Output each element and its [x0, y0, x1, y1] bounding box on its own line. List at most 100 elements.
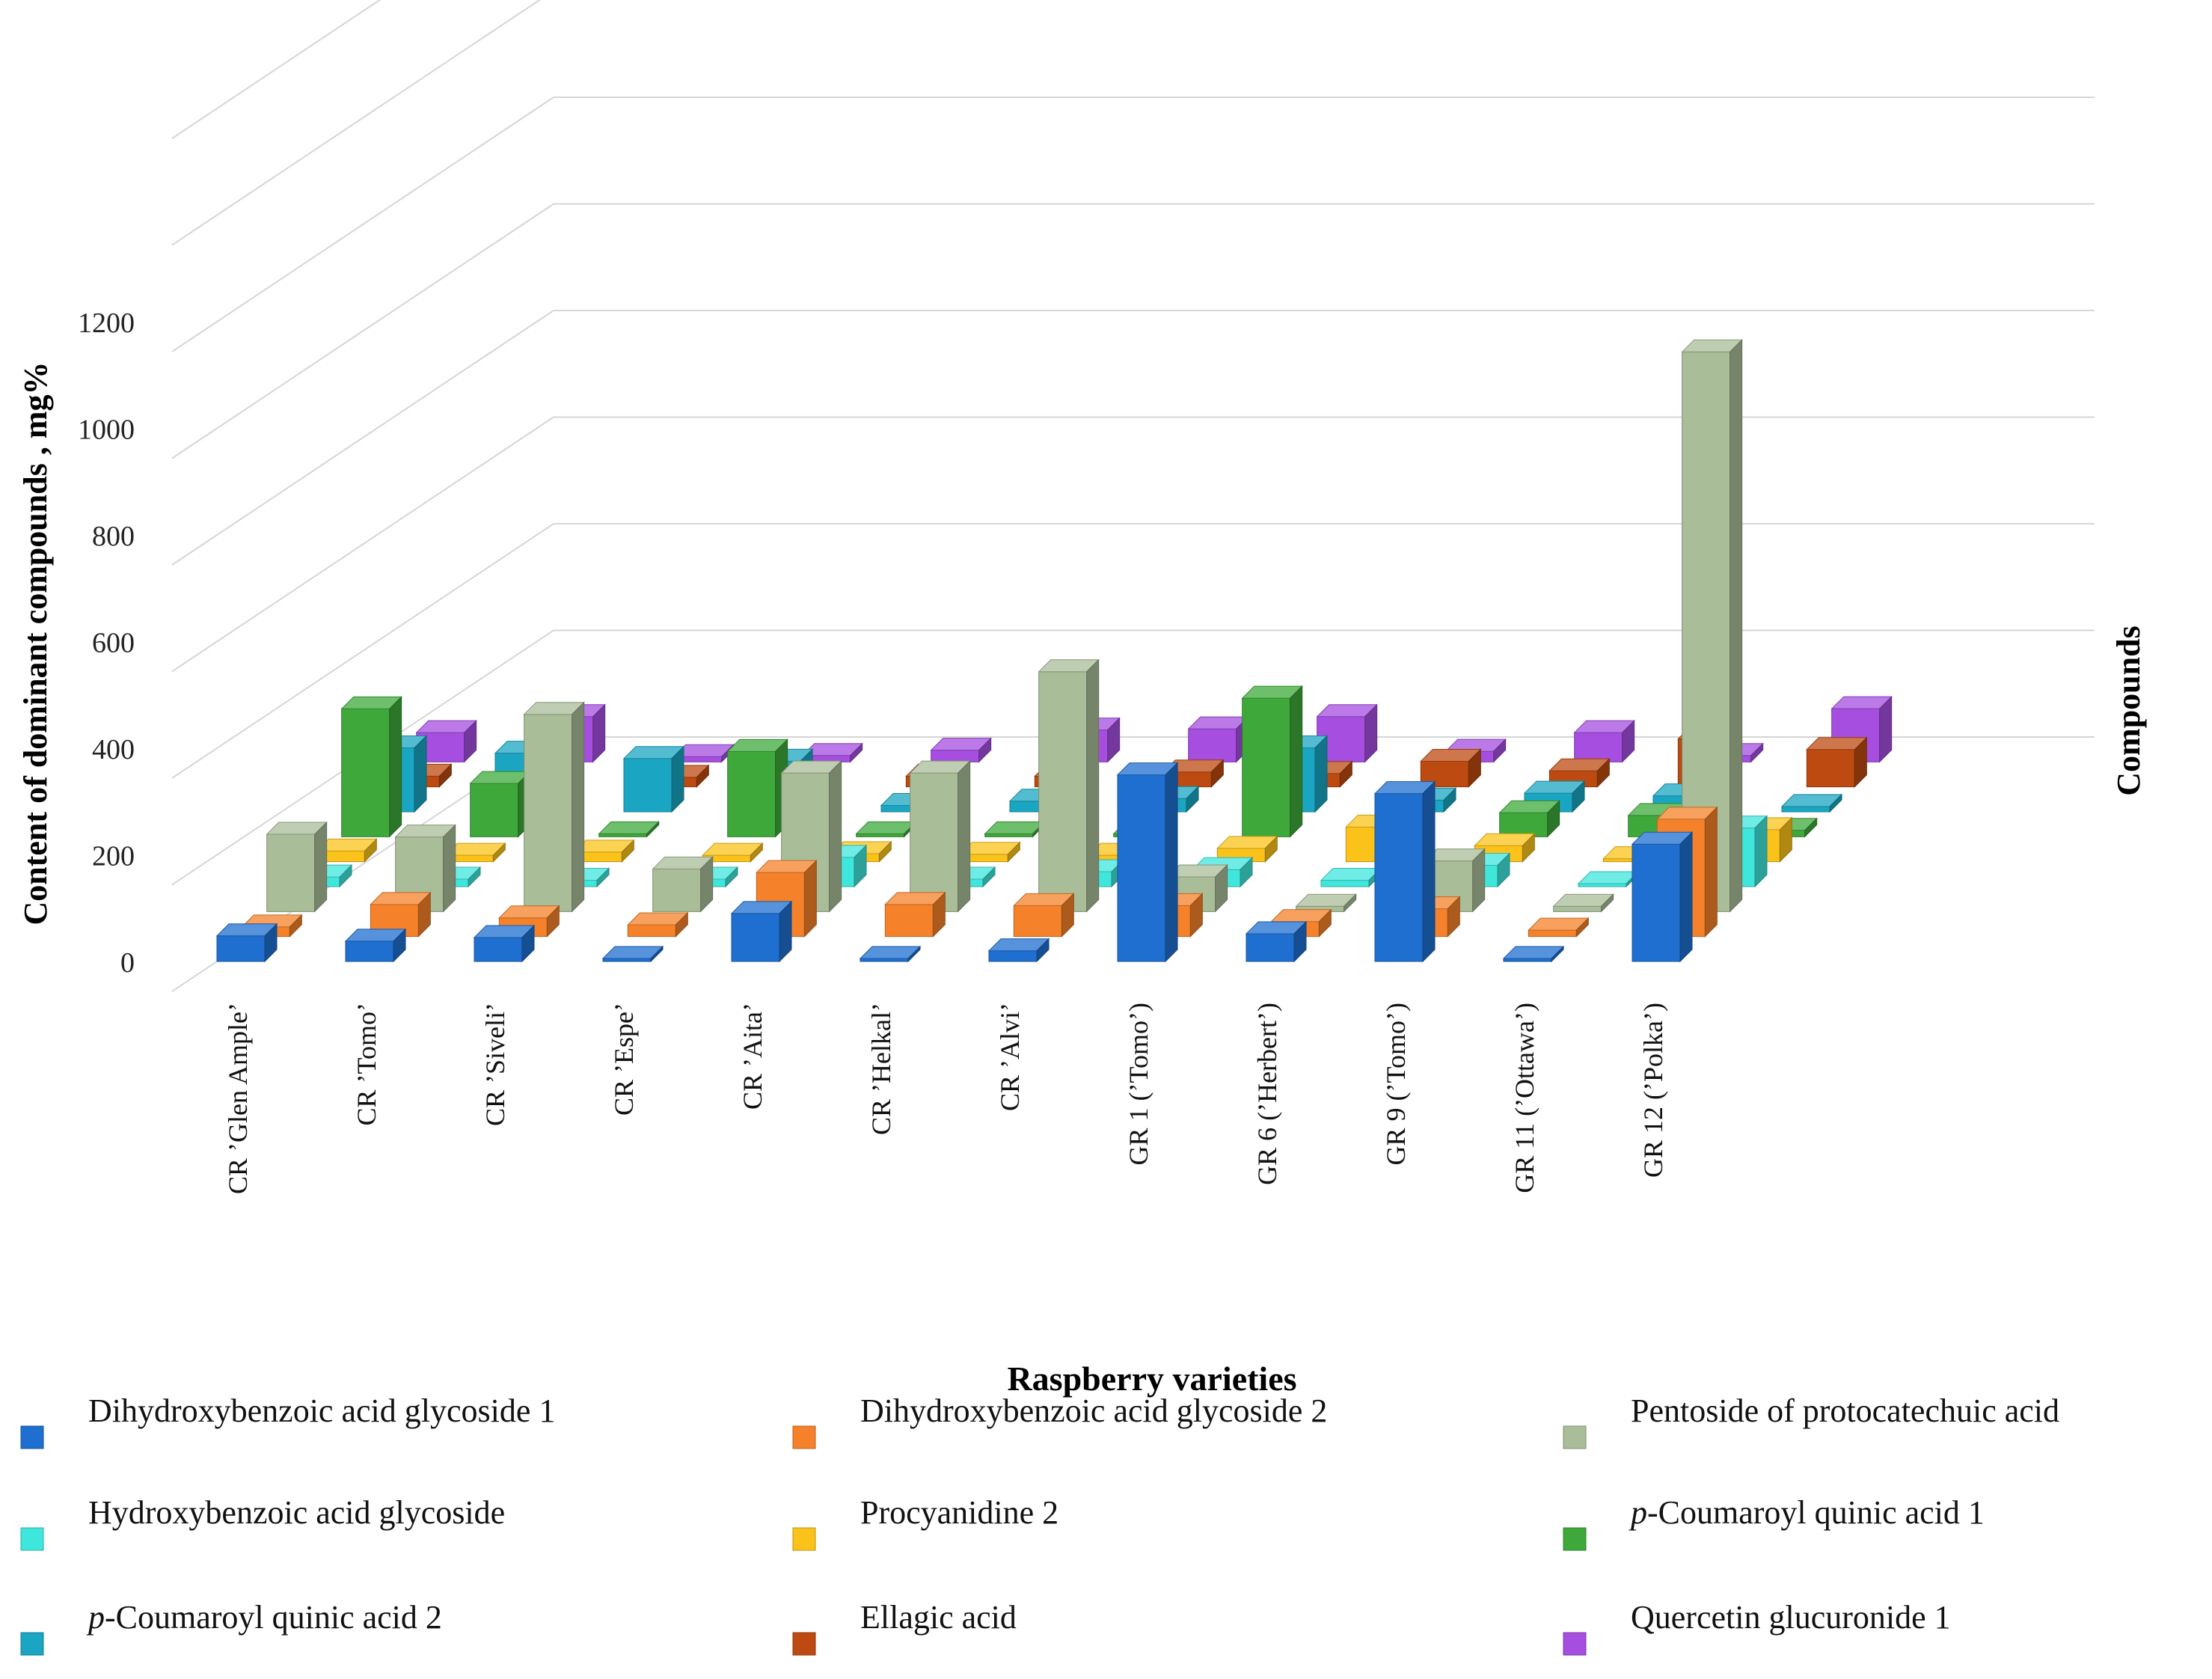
- bar: [344, 928, 407, 963]
- bar: [1116, 762, 1179, 963]
- legend-item: p-Coumaroyl quinic acid 2: [20, 1599, 442, 1656]
- bar: [702, 842, 764, 863]
- legend-label: Dihydroxybenzoic acid glycoside 2: [860, 1392, 1327, 1429]
- bar: [855, 821, 917, 838]
- z-axis-title: Compounds: [2110, 626, 2147, 795]
- bar: [730, 900, 793, 963]
- bar: [1038, 658, 1100, 913]
- bar: [884, 891, 946, 938]
- y-tick-label: 1000: [78, 415, 135, 446]
- x-axis-title: Raspberry varieties: [1007, 1360, 1296, 1398]
- bar: [316, 838, 378, 863]
- bar: [1187, 715, 1249, 763]
- bar: [1528, 917, 1590, 938]
- bar: [1631, 831, 1694, 963]
- bar: [1577, 870, 1640, 888]
- bar: [1373, 780, 1436, 963]
- legend-item: Ellagic acid: [792, 1599, 1017, 1656]
- legend-label: Hydroxybenzoic acid glycoside: [88, 1494, 505, 1531]
- x-tick-label: CR ’Aita’: [738, 1003, 768, 1110]
- bar: [469, 770, 531, 838]
- bars: [215, 339, 1893, 963]
- legend: Dihydroxybenzoic acid glycoside 1 Dihydro…: [20, 1392, 2059, 1656]
- x-tick-label: CR ’Helkal’: [866, 1003, 896, 1135]
- legend-swatch: [1563, 1632, 1587, 1656]
- y-tick-label: 0: [120, 947, 135, 979]
- legend-swatch: [1563, 1425, 1587, 1449]
- gridline-diagonal: [171, 523, 554, 779]
- legend-item: Dihydroxybenzoic acid glycoside 2: [792, 1392, 1327, 1449]
- x-tick-label: CR ’Siveli’: [480, 1003, 510, 1126]
- legend-swatch: [1563, 1527, 1587, 1551]
- x-tick-label: GR 6 (’Herbert’): [1252, 1003, 1282, 1185]
- x-tick-label: CR ’Alvi’: [995, 1003, 1025, 1111]
- x-tick-label: CR ’Espe’: [609, 1003, 639, 1116]
- gridline-diagonal: [171, 0, 542, 246]
- x-axis-ticks: CR ’Glen Ample’ CR ’Tomo’ CR ’Siveli’ CR ’E…: [223, 1003, 1668, 1194]
- bar: [652, 856, 714, 913]
- bar: [598, 821, 660, 838]
- legend-label: p-Coumaroyl quinic acid 1: [1629, 1494, 1985, 1531]
- bar: [1681, 339, 1743, 913]
- y-axis-title: Content of dominant compounds , mg%: [17, 362, 54, 926]
- gridline-diagonal: [171, 97, 554, 352]
- legend-label: Quercetin glucuronide 1: [1631, 1599, 1951, 1636]
- bar: [1780, 793, 1843, 813]
- y-tick-label: 200: [92, 841, 135, 872]
- y-tick-label: 400: [92, 734, 135, 765]
- legend-item: Procyanidine 2: [792, 1494, 1058, 1551]
- bar: [523, 701, 585, 913]
- legend-swatch: [792, 1632, 816, 1656]
- bar: [627, 911, 689, 938]
- legend-swatch: [792, 1527, 816, 1551]
- x-tick-label: CR ’Glen Ample’: [223, 1003, 253, 1194]
- bar: [930, 737, 992, 763]
- legend-item: Dihydroxybenzoic acid glycoside 1: [20, 1392, 555, 1449]
- legend-item: Pentoside of protocatechuic acid: [1563, 1392, 2059, 1449]
- x-tick-label: GR 9 (’Tomo’): [1381, 1003, 1411, 1165]
- bar: [1498, 800, 1560, 838]
- bar: [473, 924, 536, 963]
- legend-label: Dihydroxybenzoic acid glycoside 1: [88, 1392, 555, 1429]
- bar: [726, 738, 788, 838]
- x-tick-label: GR 11 (’Ottawa’): [1510, 1003, 1539, 1193]
- x-tick-label: GR 1 (’Tomo’): [1124, 1003, 1154, 1165]
- bar: [1806, 736, 1868, 788]
- bar: [215, 923, 278, 963]
- legend-label: Ellagic acid: [860, 1599, 1017, 1636]
- legend-item: Hydroxybenzoic acid glycoside: [20, 1494, 505, 1551]
- bar: [1245, 920, 1308, 963]
- legend-swatch: [792, 1425, 816, 1449]
- bar: [444, 842, 506, 863]
- bar: [601, 945, 664, 963]
- legend-label: p-Coumaroyl quinic acid 2: [86, 1599, 442, 1636]
- bar: [622, 745, 685, 813]
- gridline-diagonal: [171, 416, 554, 673]
- bar: [909, 759, 971, 913]
- y-tick-label: 1200: [78, 308, 135, 339]
- bar: [859, 945, 922, 963]
- bar: [1216, 835, 1278, 863]
- bar: [1573, 719, 1635, 763]
- legend-label: Pentoside of protocatechuic acid: [1631, 1392, 2059, 1429]
- legend-swatch: [20, 1527, 44, 1551]
- x-tick-label: CR ’Tomo’: [352, 1003, 382, 1125]
- bar: [984, 821, 1046, 838]
- bar: [959, 841, 1021, 863]
- bar: [1295, 893, 1357, 913]
- bar: [1013, 893, 1075, 938]
- legend-item: p-Coumaroyl quinic acid 1: [1563, 1494, 1985, 1551]
- gridline-diagonal: [171, 203, 554, 459]
- legend-swatch: [20, 1632, 44, 1656]
- bar: [1420, 748, 1482, 788]
- y-tick-label: 600: [92, 628, 135, 659]
- x-tick-label: GR 12 (’Polka’): [1638, 1003, 1668, 1178]
- gridline-diagonal: [171, 310, 554, 566]
- bar: [340, 696, 402, 838]
- legend-swatch: [20, 1425, 44, 1449]
- bar: [266, 821, 328, 913]
- bar: [1241, 685, 1303, 838]
- legend-item: Quercetin glucuronide 1: [1563, 1599, 1951, 1656]
- bar: [1316, 703, 1378, 763]
